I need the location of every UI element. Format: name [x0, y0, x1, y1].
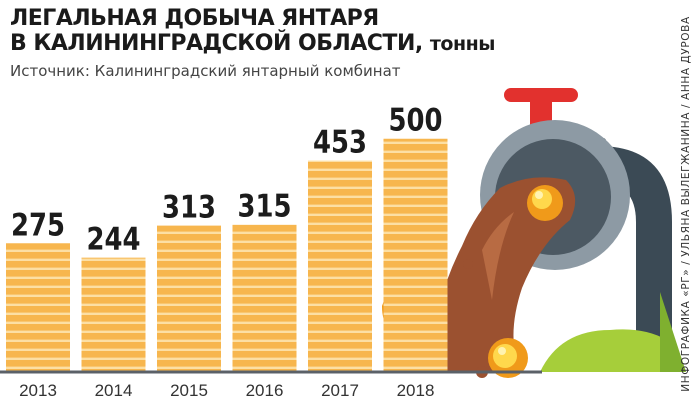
valve-handle-icon	[504, 88, 578, 102]
value-label-2018: 500	[389, 103, 443, 139]
amber-stream-icon	[428, 177, 576, 372]
value-label-bg-2014	[84, 215, 143, 254]
chart-title: ЛЕГАЛЬНАЯ ДОБЫЧА ЯНТАРЯ В КАЛИНИНГРАДСКО…	[10, 6, 495, 57]
value-labels-group: 275 244 313 315 453 500	[9, 96, 445, 258]
value-label-bg-2018	[386, 96, 445, 135]
value-label-bg-2013	[9, 201, 67, 240]
bar-2017	[308, 160, 372, 371]
value-label-2014: 244	[87, 222, 141, 258]
value-label-bg-2016	[235, 182, 294, 221]
credit-text: ИНФОГРАФИКА «РГ» / УЛЬЯНА ВЫЛЕГЖАНИНА / …	[680, 16, 692, 392]
amber-drop-icon	[463, 259, 473, 269]
amber-nugget-icon	[527, 185, 563, 221]
title-line-2-text: В КАЛИНИНГРАДСКОЙ ОБЛАСТИ,	[10, 31, 423, 56]
value-label-bg-2015	[160, 183, 218, 222]
amber-stream-highlight-icon	[482, 212, 514, 300]
tree-icon	[660, 292, 686, 372]
amber-pipe-illustration	[382, 88, 686, 378]
x-tick-label-2018: 2018	[397, 381, 435, 400]
x-axis-labels-group: 2013 2014 2015 2016 2017 2018	[19, 381, 434, 400]
bar-2016	[232, 224, 297, 371]
x-tick-label-2017: 2017	[321, 381, 359, 400]
x-tick-label-2015: 2015	[170, 381, 208, 400]
title-line-2: В КАЛИНИНГРАДСКОЙ ОБЛАСТИ, тонны	[10, 31, 495, 57]
bar-2015	[157, 225, 221, 371]
source-note: Источник: Калининградский янтарный комби…	[10, 62, 401, 80]
x-tick-label-2013: 2013	[19, 381, 57, 400]
value-label-2017: 453	[313, 125, 367, 161]
pipe-elbow-icon	[598, 146, 672, 370]
ground-icon	[540, 329, 676, 372]
value-label-2016: 315	[238, 189, 292, 225]
value-label-2015: 313	[162, 190, 216, 226]
x-tick-label-2016: 2016	[246, 381, 284, 400]
value-label-bg-2017	[311, 118, 369, 157]
bars-group	[6, 138, 448, 371]
bar-2018	[383, 138, 448, 371]
title-line-1: ЛЕГАЛЬНАЯ ДОБЫЧА ЯНТАРЯ	[10, 6, 379, 31]
amber-nugget-icon	[488, 338, 528, 378]
value-label-2013: 275	[11, 207, 65, 243]
x-tick-label-2014: 2014	[95, 381, 133, 400]
bar-2013	[6, 243, 70, 371]
bar-2014	[81, 257, 146, 371]
title-unit: тонны	[429, 33, 496, 55]
